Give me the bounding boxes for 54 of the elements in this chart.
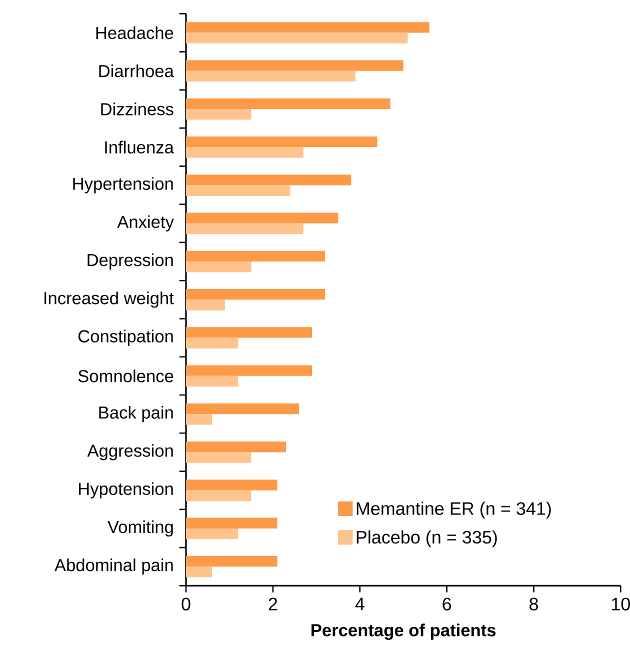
bar <box>186 60 404 71</box>
bar <box>186 250 326 262</box>
x-tick-label: 10 <box>612 598 630 610</box>
legend-label: Placebo (n = 335) <box>356 530 497 548</box>
bar <box>186 147 304 158</box>
bar <box>186 98 390 110</box>
bar <box>186 490 252 502</box>
x-tick-label: 0 <box>182 598 190 610</box>
bar <box>186 174 352 186</box>
bar <box>186 376 238 387</box>
bar <box>186 556 278 567</box>
x-tick-label: 8 <box>530 598 538 610</box>
bar <box>186 452 252 463</box>
bar <box>186 518 278 528</box>
y-tick-label: Abdominal pain <box>54 558 173 575</box>
x-tick-label: 2 <box>268 598 278 610</box>
bar <box>186 212 338 224</box>
y-tick-label: Hypertension <box>73 177 173 194</box>
y-tick-label: Somnolence <box>78 370 174 382</box>
y-tick-label: Hypotension <box>79 482 173 498</box>
bar <box>186 289 326 300</box>
y-tick-label: Back pain <box>99 406 173 422</box>
bar <box>186 480 278 490</box>
y-tick-label: Anxiety <box>117 215 174 232</box>
bar <box>186 528 238 540</box>
bar <box>186 185 290 196</box>
y-tick-label: Dizziness <box>101 102 174 116</box>
bar <box>186 223 304 234</box>
bar <box>186 70 356 82</box>
bar <box>186 403 300 414</box>
bar <box>186 136 378 148</box>
y-tick-label: Constipation <box>78 330 173 346</box>
x-tick-label: 4 <box>355 598 364 610</box>
bar <box>186 22 430 33</box>
y-tick-label: Diarrhoea <box>99 64 174 78</box>
bar <box>186 338 238 348</box>
bar <box>186 262 252 272</box>
y-tick-label: Depression <box>88 253 173 270</box>
x-axis-title: Percentage of patients <box>312 624 496 640</box>
bar <box>186 32 408 44</box>
bar <box>186 365 312 376</box>
bar <box>186 300 226 310</box>
y-tick-label: Headache <box>96 26 174 40</box>
bar <box>186 566 212 578</box>
bar <box>186 327 312 338</box>
y-tick-label: Influenza <box>105 140 174 154</box>
y-tick-label: Aggression <box>87 444 173 460</box>
bar <box>186 109 252 120</box>
bar <box>186 442 286 452</box>
y-tick-label: Vomiting <box>108 520 173 537</box>
bar <box>186 414 212 425</box>
y-tick-label: Increased weight <box>44 292 174 308</box>
legend-label: Memantine ER (n = 341) <box>356 502 551 518</box>
x-tick-label: 6 <box>442 598 452 610</box>
